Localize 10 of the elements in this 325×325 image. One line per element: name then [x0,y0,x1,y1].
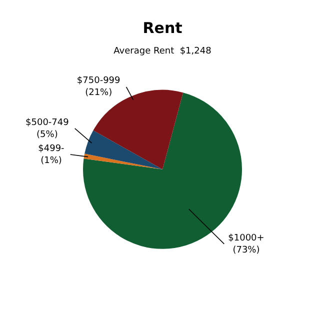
slice-label: $500-749 [26,118,70,128]
slice-label: $499- [38,144,64,154]
chart-subtitle: Average Rent $1,248 [114,46,212,57]
slice-label: $750-999 [76,76,121,86]
chart-title: Rent [142,18,182,37]
data-label: (1%) [40,156,62,166]
data-label: (5%) [36,130,58,140]
slice-label: $1000+ [228,233,264,244]
data-label: (73%) [232,245,260,256]
data-label: (21%) [85,88,112,98]
